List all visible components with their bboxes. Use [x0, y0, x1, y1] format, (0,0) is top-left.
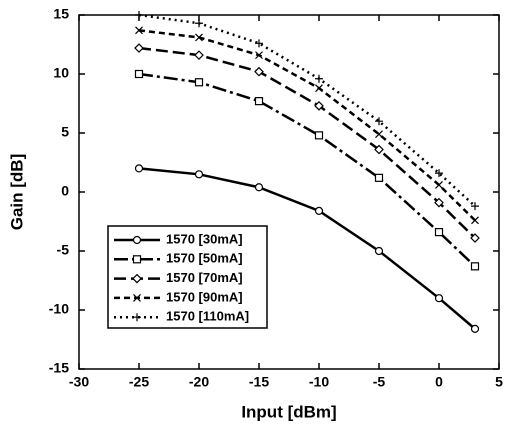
marker — [470, 233, 480, 243]
marker — [255, 51, 263, 60]
legend-marker — [132, 273, 142, 284]
x-tick-label: 0 — [435, 374, 443, 390]
x-tick-label: -15 — [249, 374, 269, 390]
y-tick-label: 10 — [53, 65, 69, 81]
plot-frame — [78, 14, 500, 370]
marker — [134, 43, 144, 53]
marker — [470, 324, 480, 333]
legend-label: 1570 [90mA] — [166, 289, 243, 304]
marker — [434, 294, 444, 303]
marker — [315, 84, 323, 93]
marker — [471, 202, 479, 211]
y-tick-label: 15 — [53, 6, 69, 22]
marker — [374, 246, 384, 256]
y-tick-label: 5 — [61, 124, 69, 140]
marker — [374, 144, 384, 155]
marker — [254, 183, 264, 192]
x-tick-label: -20 — [189, 374, 209, 390]
legend-marker — [133, 293, 141, 302]
y-tick-label: -5 — [57, 242, 70, 258]
marker — [435, 169, 443, 178]
y-tick-label: -15 — [49, 360, 69, 376]
marker — [194, 170, 204, 179]
marker — [134, 164, 144, 173]
marker — [470, 262, 480, 271]
legend-marker — [133, 313, 141, 322]
y-axis-label: Gain [dB] — [7, 154, 26, 231]
marker — [194, 78, 204, 87]
x-axis-label: Input [dBm] — [241, 402, 336, 421]
legend-label: 1570 [30mA] — [166, 231, 243, 246]
marker — [471, 216, 479, 225]
legend-label: 1570 [70mA] — [166, 270, 243, 285]
series-line — [138, 29, 476, 222]
marker — [434, 228, 444, 237]
series-line — [138, 46, 476, 239]
marker — [434, 197, 444, 208]
marker — [375, 130, 383, 139]
marker — [135, 26, 143, 35]
marker — [254, 97, 264, 106]
legend-marker — [132, 235, 142, 245]
marker — [315, 74, 323, 83]
legend-label: 1570 [110mA] — [166, 309, 249, 324]
x-tick-label: -25 — [129, 374, 149, 390]
y-tick-label: 0 — [61, 183, 69, 199]
legend-label: 1570 [50mA] — [166, 251, 243, 266]
series-line — [138, 13, 476, 208]
legend-marker — [132, 255, 142, 264]
marker — [435, 180, 443, 189]
marker — [314, 131, 324, 140]
marker — [374, 173, 384, 182]
marker — [375, 117, 383, 126]
marker — [254, 66, 264, 77]
marker — [195, 33, 203, 42]
marker — [314, 206, 324, 215]
x-tick-label: -30 — [69, 374, 89, 390]
x-tick-label: -10 — [309, 374, 329, 390]
marker — [194, 50, 204, 60]
marker — [195, 19, 203, 28]
marker — [134, 69, 144, 79]
marker — [135, 11, 143, 19]
x-tick-label: 5 — [495, 374, 503, 390]
marker — [255, 39, 263, 48]
y-tick-label: -10 — [49, 301, 69, 317]
x-tick-label: -5 — [373, 374, 386, 390]
marker — [314, 101, 324, 111]
